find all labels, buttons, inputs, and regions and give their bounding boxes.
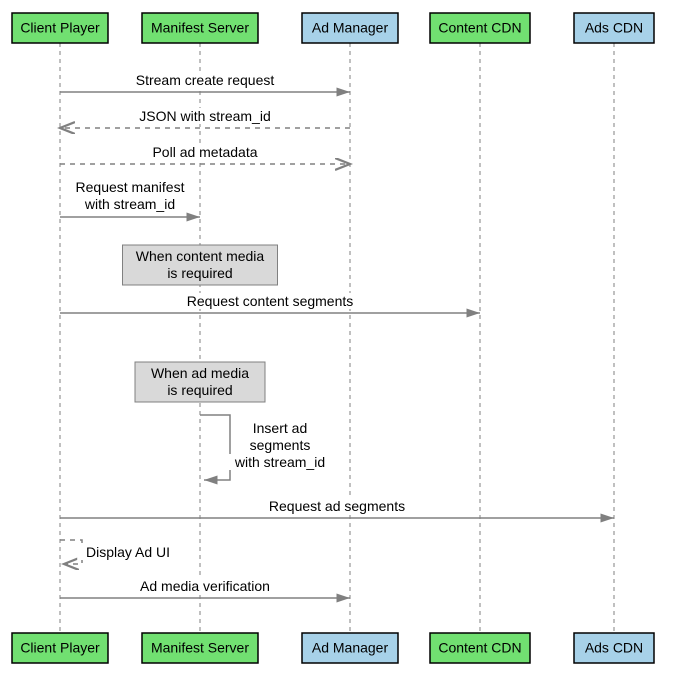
svg-text:is required: is required	[167, 382, 232, 398]
svg-text:Stream create request: Stream create request	[136, 72, 275, 88]
svg-text:Poll ad metadata: Poll ad metadata	[152, 144, 257, 160]
svg-text:segments: segments	[250, 437, 311, 453]
participant-admgr-label: Ad Manager	[312, 640, 389, 656]
svg-text:Request content segments: Request content segments	[187, 293, 354, 309]
participant-ccdn-label: Content CDN	[438, 20, 521, 36]
svg-text:Ad media verification: Ad media verification	[140, 578, 270, 594]
svg-text:with stream_id: with stream_id	[84, 196, 175, 212]
svg-text:When ad media: When ad media	[151, 365, 249, 381]
svg-text:JSON with stream_id: JSON with stream_id	[139, 108, 270, 124]
svg-text:Request ad segments: Request ad segments	[269, 498, 405, 514]
svg-text:Insert ad: Insert ad	[253, 420, 307, 436]
svg-text:with stream_id: with stream_id	[234, 454, 325, 470]
participant-client-label: Client Player	[20, 640, 100, 656]
participant-manifest-label: Manifest Server	[151, 20, 249, 36]
svg-text:is required: is required	[167, 265, 232, 281]
participant-admgr-label: Ad Manager	[312, 20, 389, 36]
svg-text:When content media: When content media	[136, 248, 265, 264]
participant-adscdn-label: Ads CDN	[585, 640, 643, 656]
participant-ccdn-label: Content CDN	[438, 640, 521, 656]
svg-text:Request manifest: Request manifest	[76, 179, 185, 195]
self-message	[200, 415, 230, 480]
participant-client-label: Client Player	[20, 20, 100, 36]
participant-manifest-label: Manifest Server	[151, 640, 249, 656]
participant-adscdn-label: Ads CDN	[585, 20, 643, 36]
svg-text:Display Ad UI: Display Ad UI	[86, 544, 170, 560]
